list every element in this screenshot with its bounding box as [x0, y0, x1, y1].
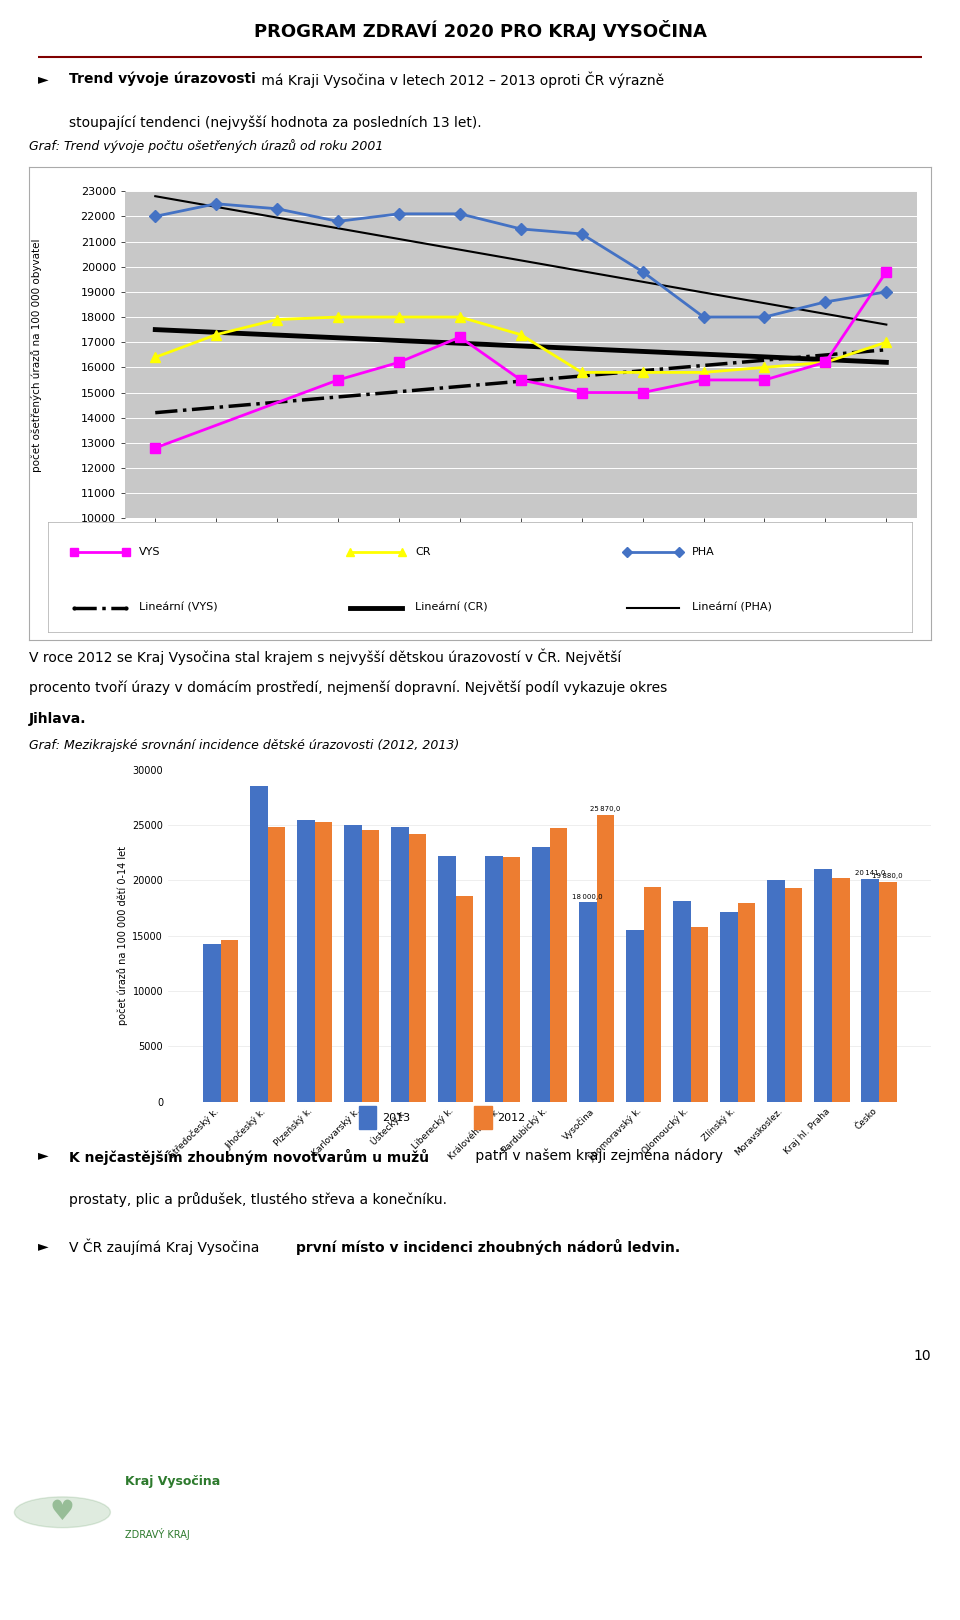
Text: počet ošetřených úrazů na 100 000 obyvatel: počet ošetřených úrazů na 100 000 obyvat… — [31, 238, 42, 471]
Text: K nejčastějším zhoubným novotvarům u mužů: K nejčastějším zhoubným novotvarům u muž… — [69, 1149, 429, 1165]
Text: Kraj Vysočina: Kraj Vysočina — [125, 1474, 220, 1489]
Text: stoupající tendenci (nejvyšší hodnota za posledních 13 let).: stoupající tendenci (nejvyšší hodnota za… — [69, 117, 482, 131]
Bar — [344, 825, 362, 1102]
Bar — [861, 878, 878, 1102]
Text: 18 000,0: 18 000,0 — [572, 894, 603, 899]
Text: V roce 2012 se Kraj Vysočina stal krajem s nejvyšší dětskou úrazovostí v ČR. Nej: V roce 2012 se Kraj Vysočina stal krajem… — [29, 650, 621, 666]
Text: Jihlava.: Jihlava. — [29, 713, 86, 726]
Bar — [438, 855, 456, 1102]
Bar — [203, 944, 221, 1102]
Bar — [720, 912, 737, 1102]
Circle shape — [14, 1497, 110, 1528]
Bar — [643, 886, 661, 1102]
Text: Trend vývoje úrazovosti: Trend vývoje úrazovosti — [69, 71, 256, 86]
Bar — [737, 904, 756, 1102]
Bar — [673, 901, 690, 1102]
Text: procento tvoří úrazy v domácím prostředí, nejmenší dopravní. Největší podíl vyka: procento tvoří úrazy v domácím prostředí… — [29, 680, 667, 695]
Y-axis label: počet úrazů na 100 000 dětí 0-14 let: počet úrazů na 100 000 dětí 0-14 let — [117, 846, 128, 1025]
Text: Graf: Mezikrajské srovnání incidence dětské úrazovosti (2012, 2013): Graf: Mezikrajské srovnání incidence dět… — [29, 739, 459, 752]
Text: ►: ► — [37, 1149, 48, 1163]
Text: prostaty, plic a průdušek, tlustého střeva a konečníku.: prostaty, plic a průdušek, tlustého stře… — [69, 1192, 447, 1207]
Bar — [549, 828, 567, 1102]
Bar — [503, 857, 520, 1102]
Bar — [814, 868, 831, 1102]
Bar — [250, 786, 268, 1102]
Text: CR: CR — [415, 548, 431, 557]
Text: 2013: 2013 — [382, 1113, 410, 1123]
Bar — [626, 930, 643, 1102]
Bar — [359, 1106, 376, 1129]
Bar — [315, 821, 332, 1102]
Bar — [391, 828, 409, 1102]
Text: 2012: 2012 — [497, 1113, 525, 1123]
Text: Lineární (CR): Lineární (CR) — [415, 603, 488, 612]
Text: VYS: VYS — [138, 548, 160, 557]
Bar — [485, 855, 503, 1102]
Bar — [297, 820, 315, 1102]
Bar — [767, 880, 784, 1102]
Bar — [690, 927, 708, 1102]
Text: ►: ► — [37, 71, 48, 86]
Bar — [532, 847, 549, 1102]
Text: 20 141,0: 20 141,0 — [854, 870, 885, 876]
Text: ♥: ♥ — [50, 1498, 75, 1526]
Bar — [596, 815, 614, 1102]
Text: Graf: Trend vývoje počtu ošetřených úrazů od roku 2001: Graf: Trend vývoje počtu ošetřených úraz… — [29, 139, 383, 152]
Text: V ČR zaujímá Kraj Vysočina: V ČR zaujímá Kraj Vysočina — [69, 1239, 264, 1256]
Text: první místo v incidenci zhoubných nádorů ledvin.: první místo v incidenci zhoubných nádorů… — [296, 1239, 680, 1256]
Text: Lineární (VYS): Lineární (VYS) — [138, 603, 217, 612]
Bar — [268, 828, 285, 1102]
Text: PHA: PHA — [691, 548, 714, 557]
Bar — [579, 902, 596, 1102]
Bar — [456, 896, 473, 1102]
Text: ZDRAVÝ KRAJ: ZDRAVÝ KRAJ — [125, 1528, 189, 1541]
Text: 10: 10 — [914, 1349, 931, 1362]
Bar — [878, 881, 897, 1102]
Text: 19 880,0: 19 880,0 — [873, 873, 903, 878]
Text: Lineární (PHA): Lineární (PHA) — [691, 603, 772, 612]
Text: 25 870,0: 25 870,0 — [590, 807, 621, 813]
Text: má Kraji Vysočina v letech 2012 – 2013 oproti ČR výrazně: má Kraji Vysočina v letech 2012 – 2013 o… — [257, 71, 664, 87]
Text: PROGRAM ZDRAVÍ 2020 PRO KRAJ VYSOČINA: PROGRAM ZDRAVÍ 2020 PRO KRAJ VYSOČINA — [253, 21, 707, 40]
Bar — [831, 878, 850, 1102]
Bar — [784, 888, 803, 1102]
Bar — [221, 940, 238, 1102]
Bar — [362, 831, 379, 1102]
Text: ►: ► — [37, 1239, 48, 1252]
Bar — [474, 1106, 492, 1129]
Bar — [409, 834, 426, 1102]
Text: patří v našem kraji zejména nádory: patří v našem kraji zejména nádory — [471, 1149, 723, 1163]
